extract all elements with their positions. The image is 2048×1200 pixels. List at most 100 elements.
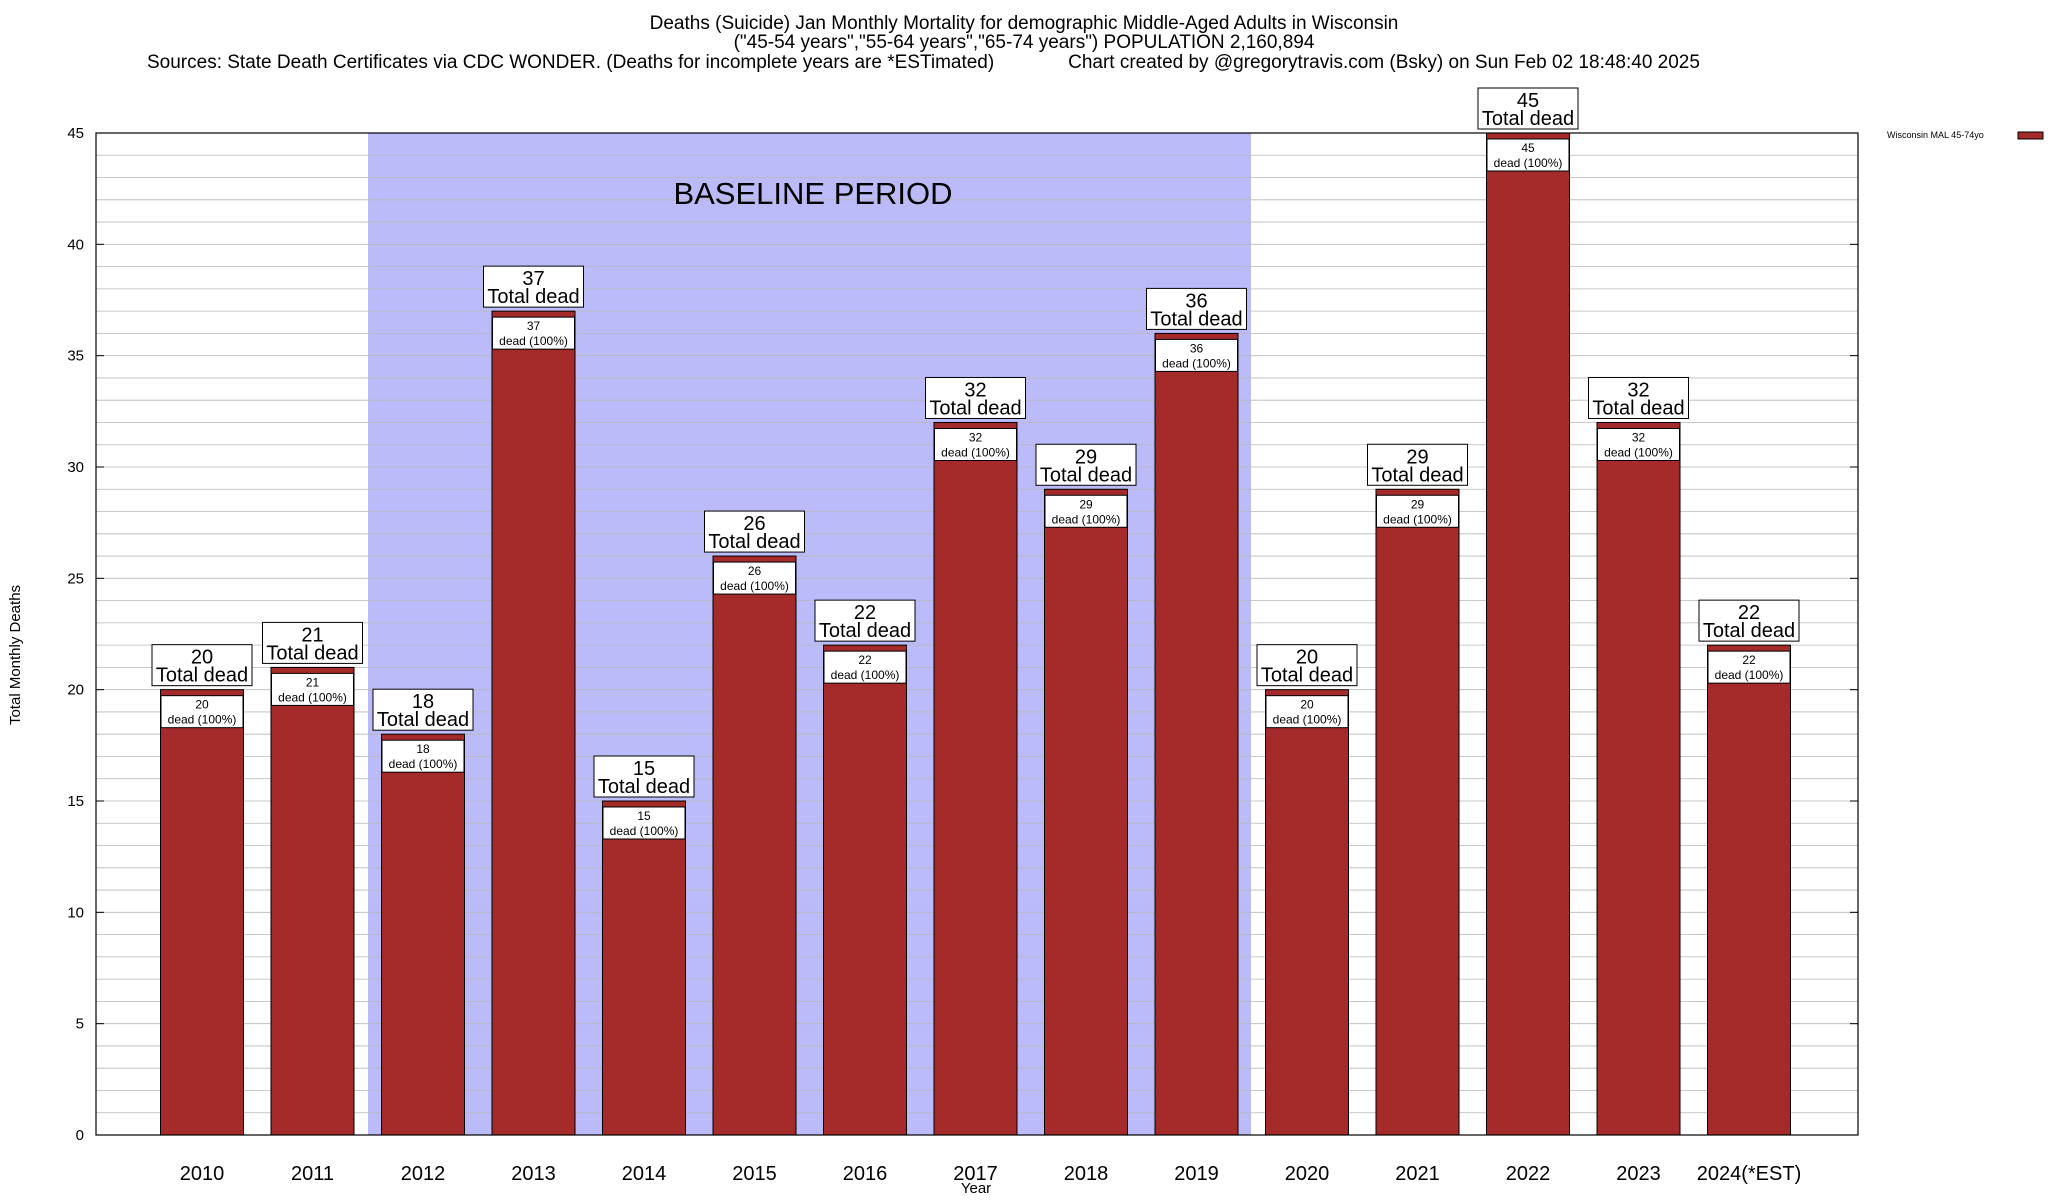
bar-total-box	[262, 621, 363, 664]
bar-inner-percent: dead (100%)	[1715, 668, 1784, 682]
bar-inner-percent: dead (100%)	[720, 579, 789, 593]
bar-total-box	[372, 688, 474, 731]
bar-2017	[933, 421, 1018, 1136]
bar-total-box	[1035, 443, 1137, 486]
bar-2018	[1044, 488, 1128, 1136]
bar-inner-percent: dead (100%)	[941, 445, 1010, 459]
x-tick-label: 2015	[732, 1163, 777, 1185]
bar-inner-value: 15	[637, 809, 651, 823]
bar-inner-value: 36	[1190, 341, 1204, 355]
y-tick-label: 15	[67, 793, 84, 810]
bar-total-label: Total dead	[1482, 108, 1574, 130]
y-tick-label: 45	[67, 125, 84, 142]
x-tick-label: 2013	[511, 1163, 556, 1185]
x-tick-label: 2022	[1506, 1163, 1551, 1185]
bar-inner-percent: dead (100%)	[1162, 356, 1231, 370]
bar-total-box	[1477, 87, 1579, 130]
x-tick-label: 2010	[180, 1163, 225, 1185]
bar-total-box	[1588, 376, 1689, 419]
bar-inner-percent: dead (100%)	[278, 690, 347, 704]
legend-swatch	[2017, 131, 2044, 140]
bar-inner-box	[1155, 338, 1238, 372]
x-tick-label: 2012	[401, 1163, 446, 1185]
bar-2016	[823, 644, 907, 1136]
y-tick-label: 40	[67, 236, 84, 253]
y-tick-label: 10	[67, 904, 84, 921]
bar-total-box	[1146, 287, 1247, 330]
chart-title-line1: Deaths (Suicide) Jan Monthly Mortality f…	[649, 13, 1399, 34]
bar-inner-box	[1486, 138, 1570, 172]
bar-total-value: 37	[522, 268, 544, 290]
x-tick-label: 2011	[291, 1163, 334, 1185]
x-tick-label: 2016	[843, 1163, 888, 1185]
y-axis-label: Total Monthly Deaths	[7, 585, 24, 725]
bar-inner-value: 29	[1079, 497, 1093, 511]
bar-inner-value: 29	[1411, 497, 1425, 511]
bar-2014	[602, 800, 686, 1136]
bar-total-label: Total dead	[377, 709, 469, 731]
bar-total-value: 20	[191, 647, 213, 669]
bar-total-box	[704, 510, 805, 553]
bar-2015	[712, 555, 797, 1136]
x-tick-label: 2020	[1285, 1163, 1330, 1185]
bar-total-label: Total dead	[929, 397, 1021, 419]
bar-total-value: 29	[1406, 446, 1428, 468]
bar-inner-box	[492, 316, 575, 350]
bar-total-label: Total dead	[819, 620, 911, 642]
bar-inner-percent: dead (100%)	[831, 668, 900, 682]
bar-inner-box	[381, 739, 465, 773]
bar-inner-box	[934, 427, 1017, 461]
bar-inner-value: 45	[1521, 141, 1535, 155]
bar-inner-box	[823, 650, 907, 684]
bar-total-box	[925, 376, 1026, 419]
bar-inner-value: 32	[1632, 430, 1646, 444]
bar-inner-value: 18	[416, 742, 430, 756]
bar-inner-box	[160, 695, 244, 729]
bar-2012	[381, 733, 465, 1136]
bar-total-label: Total dead	[1592, 397, 1684, 419]
chart-sources-line: Sources: State Death Certificates via CD…	[147, 52, 1700, 73]
bar-inner-percent: dead (100%)	[1494, 156, 1563, 170]
bar-total-label: Total dead	[156, 665, 248, 687]
chart-title-line2: ("45-54 years","55-64 years","65-74 year…	[733, 32, 1315, 53]
bar-total-label: Total dead	[487, 286, 579, 308]
bar-total-label: Total dead	[1261, 665, 1353, 687]
bar-inner-value: 26	[748, 564, 762, 578]
bar-2020	[1265, 689, 1349, 1136]
bar-2011	[270, 666, 355, 1136]
bar-total-label: Total dead	[1040, 464, 1132, 486]
bar-total-value: 22	[854, 602, 876, 624]
bar-total-box	[151, 644, 253, 687]
bar-inner-percent: dead (100%)	[499, 334, 568, 348]
bar-inner-percent: dead (100%)	[168, 713, 237, 727]
y-tick-label: 0	[76, 1127, 84, 1144]
y-tick-label: 30	[67, 459, 84, 476]
bar-total-value: 18	[412, 691, 434, 713]
x-tick-label: 2024(*EST)	[1697, 1163, 1802, 1185]
x-axis-label: Year	[961, 1180, 991, 1197]
bar-total-value: 36	[1185, 290, 1207, 312]
bar-2013	[491, 310, 576, 1136]
bar-total-box	[1256, 644, 1358, 687]
bar-total-value: 29	[1075, 446, 1097, 468]
bar-2024(*EST)	[1707, 644, 1791, 1136]
bar-total-label: Total dead	[266, 642, 358, 664]
bar-inner-percent: dead (100%)	[1273, 713, 1342, 727]
bar-total-value: 21	[301, 624, 323, 646]
legend-label: Wisconsin MAL 45-74yo	[1887, 130, 1984, 140]
x-tick-label: 2019	[1174, 1163, 1219, 1185]
bar-total-value: 26	[743, 513, 765, 535]
bar-inner-value: 20	[1300, 698, 1314, 712]
bar-total-label: Total dead	[1703, 620, 1795, 642]
bar-2010	[160, 689, 244, 1136]
y-tick-label: 20	[67, 682, 84, 699]
x-tick-label: 2014	[622, 1163, 667, 1185]
bar-total-label: Total dead	[1371, 464, 1463, 486]
bar-total-value: 32	[964, 379, 986, 401]
bar-2021	[1375, 488, 1460, 1136]
bar-total-value: 15	[633, 758, 655, 780]
bar-inner-percent: dead (100%)	[1052, 512, 1121, 526]
bar-total-label: Total dead	[598, 776, 690, 798]
x-tick-label: 2017	[953, 1163, 998, 1185]
x-tick-label: 2018	[1064, 1163, 1109, 1185]
